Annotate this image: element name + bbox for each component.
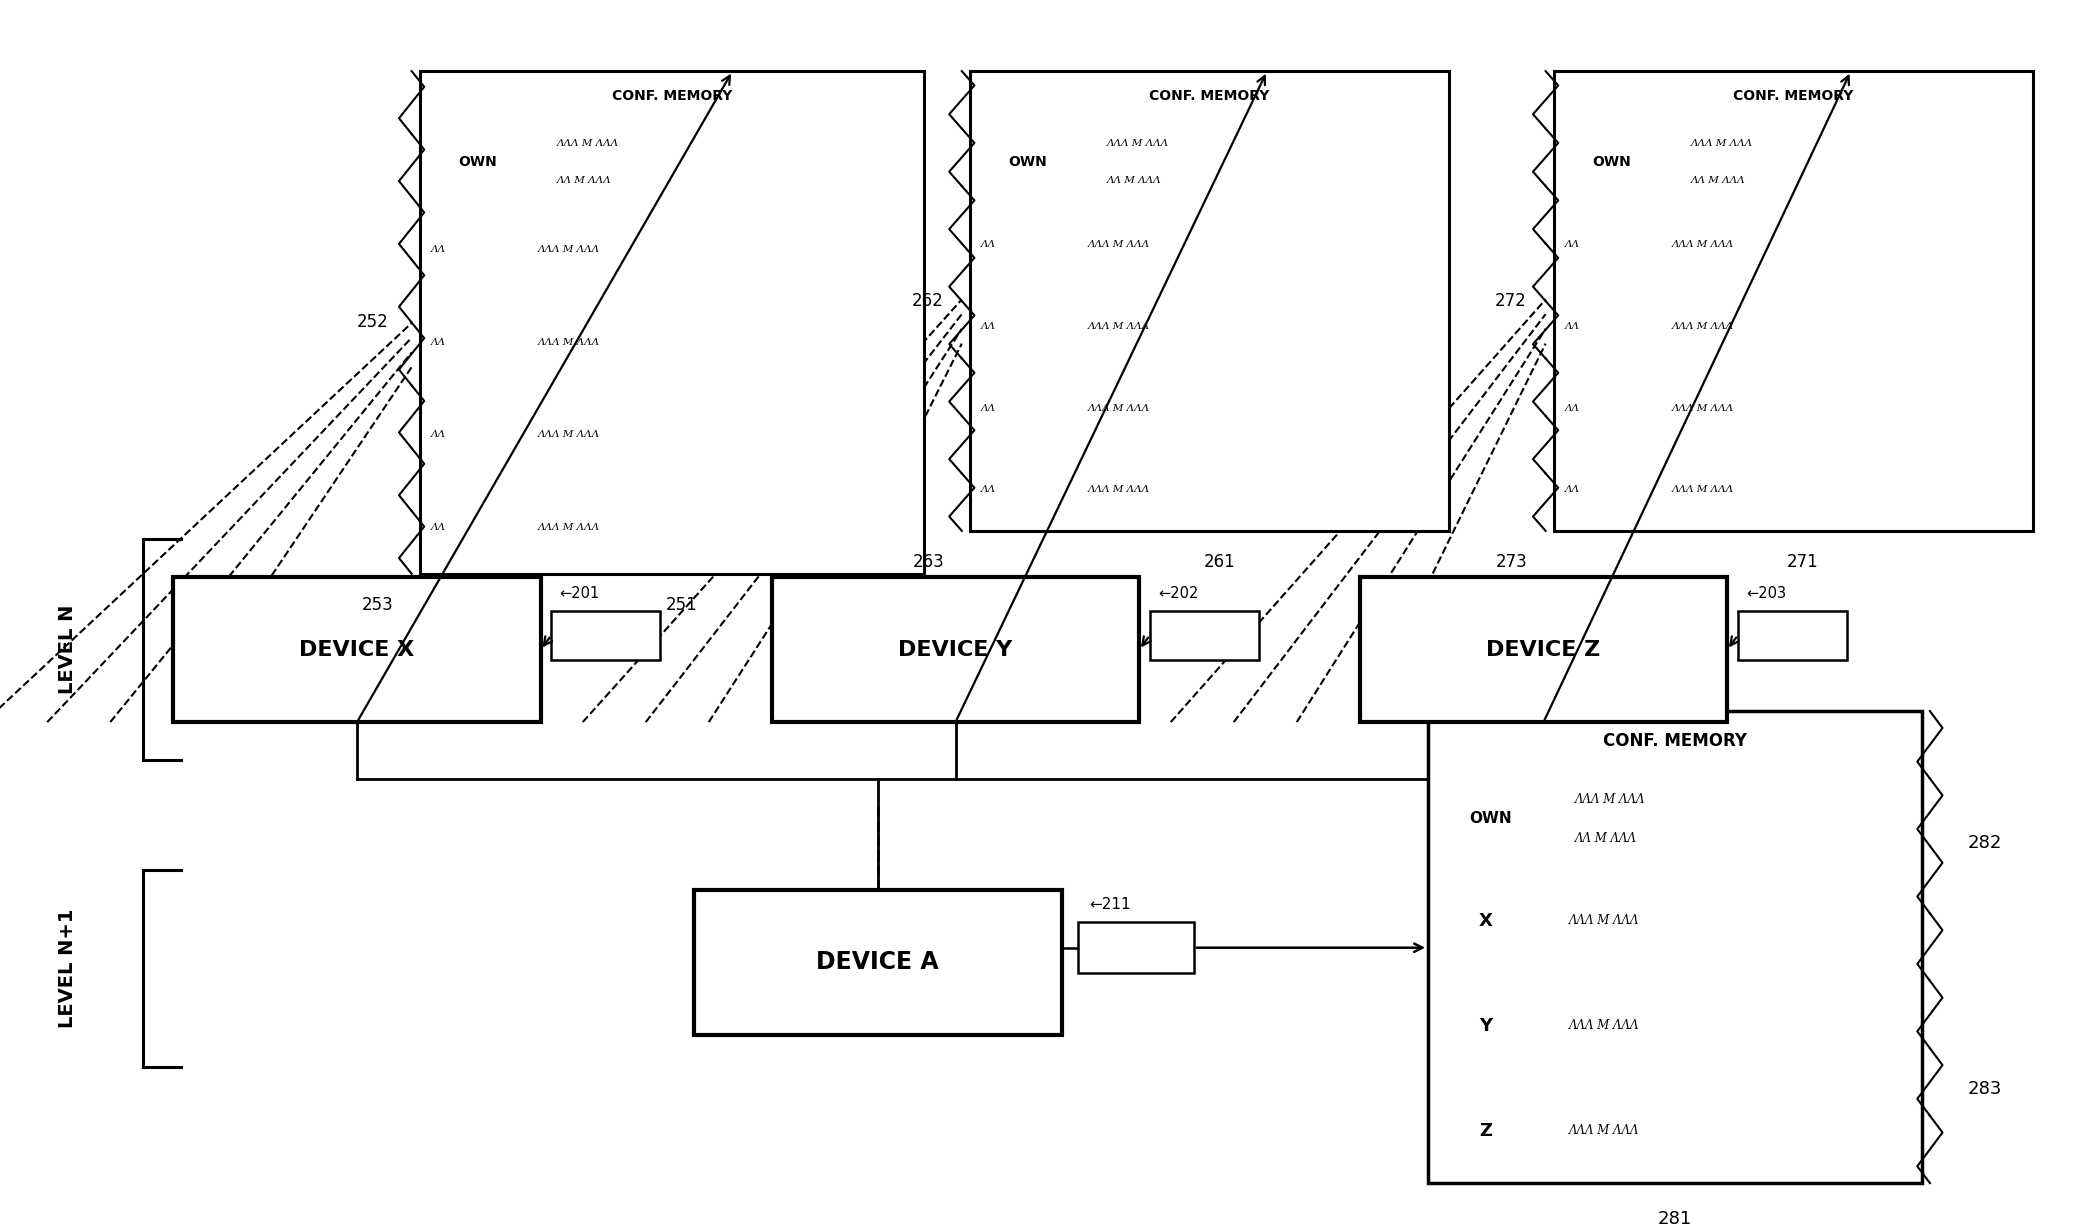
- Text: ΛΛΛ M ΛΛΛ: ΛΛΛ M ΛΛΛ: [1107, 139, 1170, 148]
- Text: ΛΛΛ M ΛΛΛ: ΛΛΛ M ΛΛΛ: [1672, 485, 1735, 494]
- Text: ΛΛ: ΛΛ: [1564, 485, 1579, 494]
- Text: ΛΛ: ΛΛ: [981, 240, 995, 249]
- Text: ΛΛΛ M ΛΛΛ: ΛΛΛ M ΛΛΛ: [1569, 915, 1640, 927]
- Text: 282: 282: [1968, 834, 2001, 852]
- Text: ΛΛ M ΛΛΛ: ΛΛ M ΛΛΛ: [1575, 832, 1638, 845]
- Text: OWN: OWN: [1470, 812, 1512, 826]
- Text: ΛΛ M ΛΛΛ: ΛΛ M ΛΛΛ: [1690, 175, 1745, 185]
- Bar: [1554, 71, 2033, 531]
- Text: CONF. MEMORY: CONF. MEMORY: [1602, 732, 1747, 749]
- Text: 253: 253: [361, 596, 395, 614]
- Text: ΛΛ: ΛΛ: [430, 524, 445, 532]
- Text: ←201: ←201: [559, 586, 601, 601]
- Text: ΛΛΛ M ΛΛΛ: ΛΛΛ M ΛΛΛ: [1088, 240, 1151, 249]
- Text: 263: 263: [911, 553, 945, 571]
- Text: CONF. MEMORY: CONF. MEMORY: [611, 88, 733, 103]
- Text: OWN: OWN: [1592, 154, 1632, 169]
- Text: ΛΛ: ΛΛ: [430, 338, 445, 347]
- Text: ΛΛΛ M ΛΛΛ: ΛΛΛ M ΛΛΛ: [1569, 1124, 1640, 1137]
- Text: OWN: OWN: [458, 154, 498, 169]
- Text: ΛΛ: ΛΛ: [981, 403, 995, 413]
- Text: ΛΛΛ M ΛΛΛ: ΛΛΛ M ΛΛΛ: [1690, 139, 1753, 148]
- Text: LEVEL N+1: LEVEL N+1: [57, 908, 78, 1029]
- Text: 272: 272: [1495, 292, 1527, 310]
- Text: LEVEL N: LEVEL N: [57, 606, 78, 694]
- Text: ΛΛΛ M ΛΛΛ: ΛΛΛ M ΛΛΛ: [1088, 485, 1151, 494]
- Text: ΛΛΛ M ΛΛΛ: ΛΛΛ M ΛΛΛ: [538, 524, 601, 532]
- Text: DEVICE Y: DEVICE Y: [899, 640, 1012, 660]
- Text: 261: 261: [1203, 553, 1235, 571]
- Text: 273: 273: [1495, 553, 1529, 571]
- Text: ΛΛ: ΛΛ: [1564, 321, 1579, 331]
- Text: ΛΛΛ M ΛΛΛ: ΛΛΛ M ΛΛΛ: [538, 245, 601, 254]
- Bar: [1428, 711, 1922, 1183]
- Text: ΛΛ: ΛΛ: [981, 321, 995, 331]
- Text: 251: 251: [666, 596, 697, 614]
- Text: ΛΛ: ΛΛ: [430, 245, 445, 254]
- Text: Y: Y: [1478, 1016, 1493, 1035]
- Text: DEVICE A: DEVICE A: [817, 950, 939, 975]
- Text: DEVICE Z: DEVICE Z: [1487, 640, 1600, 660]
- Bar: [1151, 611, 1260, 660]
- Text: ←202: ←202: [1159, 586, 1199, 601]
- Bar: [1739, 611, 1848, 660]
- Text: 283: 283: [1968, 1080, 2001, 1097]
- Text: ΛΛ: ΛΛ: [1564, 240, 1579, 249]
- Text: ΛΛΛ M ΛΛΛ: ΛΛΛ M ΛΛΛ: [538, 430, 601, 439]
- Text: OWN: OWN: [1008, 154, 1048, 169]
- Bar: [773, 577, 1138, 722]
- Text: 271: 271: [1787, 553, 1819, 571]
- Text: 252: 252: [357, 314, 388, 331]
- Bar: [1361, 577, 1726, 722]
- Text: ΛΛ M ΛΛΛ: ΛΛ M ΛΛΛ: [1107, 175, 1161, 185]
- Text: Z: Z: [1478, 1122, 1493, 1140]
- Bar: [1079, 922, 1193, 973]
- Text: X: X: [1478, 911, 1493, 929]
- Bar: [420, 71, 924, 574]
- Bar: [174, 577, 542, 722]
- Text: 281: 281: [1657, 1210, 1693, 1226]
- Text: CONF. MEMORY: CONF. MEMORY: [1149, 88, 1270, 103]
- Text: ΛΛ M ΛΛΛ: ΛΛ M ΛΛΛ: [556, 175, 611, 185]
- Text: CONF. MEMORY: CONF. MEMORY: [1732, 88, 1854, 103]
- Text: ΛΛΛ M ΛΛΛ: ΛΛΛ M ΛΛΛ: [1088, 403, 1151, 413]
- Bar: [970, 71, 1449, 531]
- Text: ←211: ←211: [1088, 897, 1130, 912]
- Text: ΛΛ: ΛΛ: [430, 430, 445, 439]
- Bar: [693, 890, 1063, 1035]
- Text: ΛΛΛ M ΛΛΛ: ΛΛΛ M ΛΛΛ: [1088, 321, 1151, 331]
- Bar: [550, 611, 659, 660]
- Text: ←203: ←203: [1747, 586, 1787, 601]
- Text: ΛΛΛ M ΛΛΛ: ΛΛΛ M ΛΛΛ: [1569, 1019, 1640, 1032]
- Text: ΛΛ: ΛΛ: [981, 485, 995, 494]
- Text: ΛΛΛ M ΛΛΛ: ΛΛΛ M ΛΛΛ: [1672, 240, 1735, 249]
- Text: 262: 262: [911, 292, 943, 310]
- Text: ΛΛΛ M ΛΛΛ: ΛΛΛ M ΛΛΛ: [1672, 403, 1735, 413]
- Text: ΛΛ: ΛΛ: [1564, 403, 1579, 413]
- Text: ΛΛΛ M ΛΛΛ: ΛΛΛ M ΛΛΛ: [1672, 321, 1735, 331]
- Text: ΛΛΛ M ΛΛΛ: ΛΛΛ M ΛΛΛ: [556, 139, 619, 148]
- Text: ΛΛΛ M ΛΛΛ: ΛΛΛ M ΛΛΛ: [538, 338, 601, 347]
- Text: ΛΛΛ M ΛΛΛ: ΛΛΛ M ΛΛΛ: [1575, 793, 1646, 805]
- Text: DEVICE X: DEVICE X: [300, 640, 414, 660]
